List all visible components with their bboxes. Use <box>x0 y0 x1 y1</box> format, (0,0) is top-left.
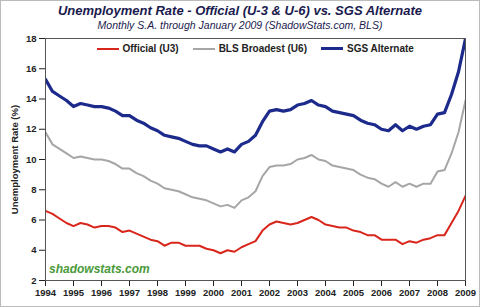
svg-text:16: 16 <box>26 63 37 74</box>
svg-text:6: 6 <box>31 214 36 225</box>
svg-text:1997: 1997 <box>119 287 140 298</box>
svg-text:18: 18 <box>26 33 37 44</box>
svg-text:1999: 1999 <box>175 287 196 298</box>
html-text:Monthly S.A. through January 2: Monthly S.A. through January 2009 (Shado… <box>97 19 383 31</box>
html-text:Official (U3): Official (U3) <box>122 43 179 54</box>
svg-text:1994: 1994 <box>35 287 57 298</box>
svg-text:2009: 2009 <box>455 287 476 298</box>
svg-text:1996: 1996 <box>91 287 112 298</box>
svg-text:1995: 1995 <box>63 287 85 298</box>
svg-text:8: 8 <box>31 184 36 195</box>
svg-text:1998: 1998 <box>147 287 168 298</box>
svg-text:10: 10 <box>26 154 37 165</box>
html-text:BLS Broadest (U6): BLS Broadest (U6) <box>218 43 307 54</box>
svg-text:12: 12 <box>26 123 37 134</box>
svg-text:2004: 2004 <box>315 287 337 298</box>
svg-text:2008: 2008 <box>427 287 448 298</box>
svg-text:2007: 2007 <box>399 287 420 298</box>
html-text:shadowstats.com: shadowstats.com <box>49 262 150 276</box>
html-text:SGS Alternate: SGS Alternate <box>347 43 414 54</box>
svg-text:2005: 2005 <box>343 287 365 298</box>
html-text:Unemployment Rate - Official (: Unemployment Rate - Official (U-3 & U-6)… <box>58 3 422 18</box>
svg-text:2000: 2000 <box>203 287 224 298</box>
svg-text:Unemployment Rate (%): Unemployment Rate (%) <box>9 105 20 214</box>
svg-text:2001: 2001 <box>231 287 253 298</box>
svg-text:2003: 2003 <box>287 287 308 298</box>
svg-text:2002: 2002 <box>259 287 280 298</box>
svg-text:2006: 2006 <box>371 287 392 298</box>
svg-text:2: 2 <box>31 275 36 286</box>
svg-text:14: 14 <box>26 93 37 104</box>
svg-text:4: 4 <box>31 244 37 255</box>
